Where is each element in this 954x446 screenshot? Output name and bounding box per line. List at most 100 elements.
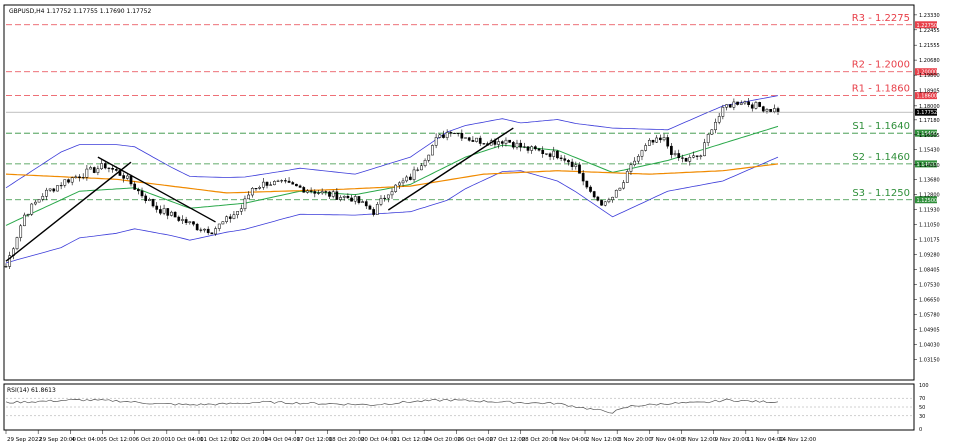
candle-body [758,102,761,107]
rsi-tick-label: 70 [919,396,925,402]
candle-body [129,175,133,185]
candle-body [673,153,677,155]
candle-body [236,211,239,215]
candle-body [48,188,52,191]
price-tick-label: 1.18905 [919,88,940,94]
candle-body [232,214,236,219]
level-axis-value-r1: 1.18600 [917,94,938,100]
price-tick-label: 1.11050 [919,223,940,229]
candle-body [545,153,548,155]
price-tick-label: 1.23330 [919,13,940,19]
candle-body [331,191,335,197]
level-axis-value-s2: 1.14600 [917,162,938,168]
trendline-3 [387,127,514,211]
candle-body [379,198,383,205]
candle-body [34,201,37,205]
time-tick-label: 2 Nov 12:00 [586,437,620,443]
candle-body [618,187,622,191]
price-tick-label: 1.06650 [919,298,940,304]
candle-body [122,175,125,179]
price-tick-label: 1.22455 [919,28,940,34]
candle-body [401,180,405,184]
candle-body [350,197,353,202]
candle-body [386,194,390,199]
candle-body [592,191,596,198]
candle-body [409,176,412,180]
candle-body [254,188,258,190]
candle-body [52,188,56,192]
candle-body [681,157,684,159]
candle-body [136,189,140,192]
candle-body [456,132,460,135]
candle-body [567,160,570,163]
candle-body [739,102,743,105]
candle-body [247,194,250,200]
candle-body [372,209,375,215]
price-tick-label: 1.21555 [919,43,940,49]
price-tick-label: 1.05780 [919,312,940,318]
price-tick-label: 1.10175 [919,237,940,243]
candle-body [177,216,181,221]
candle-body [368,205,372,210]
candle-body [467,137,471,141]
level-axis-value-r2: 1.20000 [917,70,938,76]
candle-body [287,180,291,183]
candle-body [600,200,603,206]
time-tick-label: 29 Sep 20:00 [39,437,76,443]
candle-body [460,133,464,139]
candle-body [181,219,184,221]
candle-body [548,153,552,157]
candle-body [306,190,309,193]
candle-body [500,141,504,144]
candle-body [276,180,280,182]
candle-body [295,183,298,187]
candle-body [148,199,151,201]
candle-body [688,157,692,162]
candle-body [317,192,320,194]
candle-body [442,134,445,138]
candle-body [596,196,600,201]
time-tick-label: 5 Oct 12:00 [104,437,137,443]
candle-body [647,139,651,146]
candle-body [269,184,273,186]
trendline-1 [5,161,132,262]
candle-body [67,179,70,183]
chart-symbol-header: GBPUSD,H4 1.17752 1.17755 1.17690 1.1775… [9,8,151,15]
price-tick-label: 1.13680 [919,178,940,184]
candle-body [114,169,118,171]
level-label-s3: S3 - 1.1250 [852,188,910,199]
candle-body [761,106,765,112]
candle-body [420,165,423,171]
candle-body [320,191,324,194]
time-tick-label: 7 Nov 04:00 [650,437,684,443]
time-tick-label: 14 Oct 04:00 [264,437,300,443]
candle-body [217,223,221,229]
candle-body [280,180,284,182]
candle-body [188,221,192,223]
price-tick-label: 1.12800 [919,193,940,199]
slow-moving-average-line [5,163,779,194]
time-tick-label: 1 Nov 04:00 [554,437,588,443]
time-tick-label: 9 Nov 20:00 [715,437,749,443]
candle-body [607,199,611,203]
levels-layer: R3 - 1.2275 1.22750 R2 - 1.2000 1.20000 R1 -… [6,13,937,204]
candle-body [390,191,394,196]
candle-body [41,196,45,200]
candle-body [63,179,67,186]
candle-body [210,232,214,235]
candle-body [633,160,636,166]
candle-body [519,142,523,148]
candle-body [81,177,85,179]
time-tick-label: 12 Oct 20:00 [232,437,268,443]
candle-body [629,164,633,172]
candle-body [342,196,346,198]
candle-body [328,191,331,197]
candle-body [772,108,776,112]
candle-body [636,155,640,162]
candle-body [140,190,144,197]
candle-body [526,146,530,151]
candle-body [243,198,247,210]
current-price-label: 1.17752 [917,110,938,116]
level-axis-value-r3: 1.22750 [917,23,938,29]
candle-body [556,150,559,159]
